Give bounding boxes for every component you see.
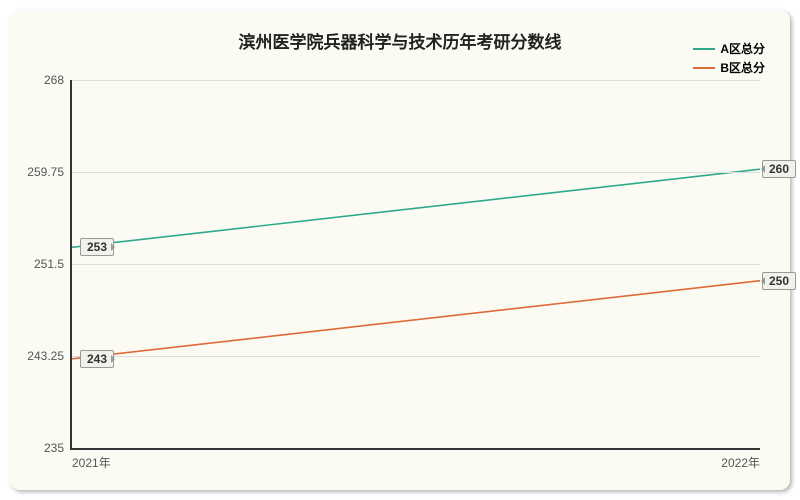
legend-label-b: B区总分 [720, 59, 765, 76]
chart-container: 滨州医学院兵器科学与技术历年考研分数线 A区总分 B区总分 235243.252… [0, 0, 800, 500]
value-callout: 250 [762, 272, 796, 290]
gridline [72, 264, 760, 265]
y-tick-label: 235 [44, 441, 72, 455]
series-line [72, 169, 760, 247]
plot-area: 235243.25251.5259.752682021年2022年2532602… [70, 80, 760, 450]
gridline [72, 172, 760, 173]
legend-label-a: A区总分 [720, 40, 765, 57]
y-tick-label: 259.75 [27, 165, 72, 179]
value-callout: 253 [80, 238, 114, 256]
y-tick-label: 243.25 [27, 349, 72, 363]
x-tick-label: 2021年 [72, 448, 111, 471]
legend-swatch-a [693, 48, 715, 50]
value-callout: 243 [80, 350, 114, 368]
y-tick-label: 251.5 [34, 257, 72, 271]
legend-item-b: B区总分 [693, 59, 765, 76]
gridline [72, 80, 760, 81]
value-callout: 260 [762, 160, 796, 178]
legend-item-a: A区总分 [693, 40, 765, 57]
legend: A区总分 B区总分 [693, 40, 765, 78]
y-tick-label: 268 [44, 73, 72, 87]
chart-background: 滨州医学院兵器科学与技术历年考研分数线 A区总分 B区总分 235243.252… [10, 10, 790, 490]
legend-swatch-b [693, 67, 715, 69]
x-tick-label: 2022年 [721, 448, 760, 471]
series-line [72, 281, 760, 359]
chart-title: 滨州医学院兵器科学与技术历年考研分数线 [239, 28, 562, 53]
gridline [72, 356, 760, 357]
